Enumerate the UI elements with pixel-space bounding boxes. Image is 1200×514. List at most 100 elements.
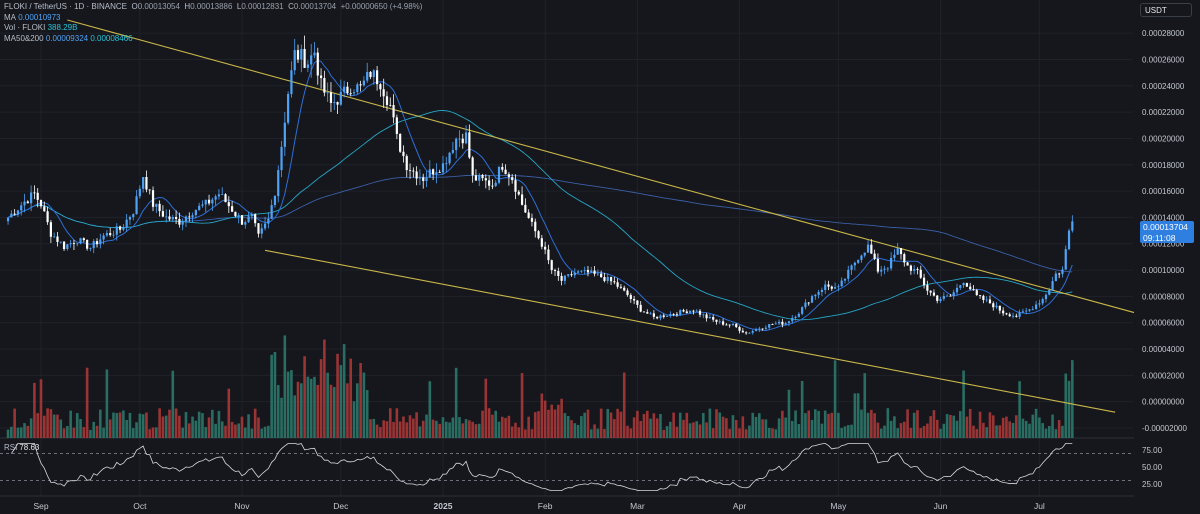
candle-body — [741, 330, 744, 333]
change-value: +0.00000650 (+4.98%) — [340, 2, 423, 11]
price-axis[interactable]: 0.00028000 0.00026000 0.00024000 0.00022000… — [1134, 0, 1200, 514]
volume-bar — [33, 382, 36, 438]
candle-body — [708, 317, 711, 319]
time-axis[interactable]: Sep Oct Nov Dec 2025 Feb Mar Apr May Jun Jul — [33, 501, 1044, 511]
candle-body — [191, 215, 194, 218]
candle — [204, 199, 207, 213]
volume-bar — [507, 415, 511, 438]
candle — [827, 280, 830, 291]
volume-bar — [995, 425, 998, 438]
volume-bar — [52, 414, 56, 438]
candle-body — [1002, 310, 1005, 314]
candle — [36, 188, 39, 208]
candle-body — [626, 290, 629, 296]
candle — [66, 243, 69, 251]
candle-body — [49, 222, 52, 237]
volume-bar — [550, 404, 554, 438]
volume-bar — [952, 415, 956, 438]
candle — [1061, 266, 1064, 278]
candle — [537, 230, 540, 240]
candle — [847, 265, 850, 282]
candle — [303, 35, 306, 68]
volume-bar — [207, 417, 211, 438]
candle — [26, 200, 29, 204]
volume-bar — [909, 427, 913, 438]
candle-body — [946, 295, 949, 297]
ma-row[interactable]: MA 0.00010973 — [4, 12, 61, 22]
candle-body — [712, 317, 715, 320]
candle — [254, 213, 257, 227]
volume-bar — [814, 409, 817, 438]
volume-bar — [613, 419, 616, 438]
candle — [109, 227, 112, 237]
trendline-lower[interactable] — [264, 249, 1116, 413]
candle-body — [59, 241, 62, 243]
volume-bar — [817, 410, 820, 438]
candle — [784, 321, 787, 325]
candle — [260, 223, 263, 239]
volume-bar — [95, 425, 99, 438]
volume-bar — [494, 410, 498, 438]
volume-bar — [263, 426, 267, 438]
candle-body — [965, 283, 968, 287]
candle — [507, 172, 510, 186]
candle — [504, 164, 507, 175]
symbol-title[interactable]: FLOKI / TetherUS · 1D · BINANCE — [4, 2, 127, 11]
volume-bar — [168, 409, 171, 438]
candle-body — [448, 152, 451, 164]
volume-bar — [13, 408, 16, 438]
candle — [1015, 313, 1018, 318]
candle-body — [1058, 273, 1061, 275]
candle-body — [609, 277, 613, 282]
candle-body — [570, 274, 573, 276]
candle-body — [296, 50, 300, 60]
volume-bar — [118, 412, 122, 438]
volume-bar — [955, 420, 959, 438]
volume-bar — [69, 410, 72, 438]
volume-bar — [16, 427, 20, 438]
volume-bar — [342, 344, 346, 438]
candle — [896, 242, 899, 255]
volume-bar — [155, 427, 158, 438]
candle-body — [16, 210, 20, 215]
candle-body — [1044, 294, 1048, 300]
candle — [557, 267, 560, 281]
vol-row[interactable]: Vol · FLOKI 388.29B — [4, 23, 78, 32]
volume-bar — [626, 425, 629, 438]
candle-body — [132, 214, 135, 218]
volume-bar — [616, 408, 619, 438]
volume-bar — [1067, 380, 1071, 438]
candle-body — [300, 48, 303, 60]
candle-body — [204, 199, 207, 205]
volume-bar — [1024, 420, 1028, 438]
volume-bar — [468, 420, 471, 438]
candle-body — [896, 248, 899, 255]
trendlines[interactable] — [67, 19, 1172, 413]
candle — [231, 201, 234, 212]
volume-bar — [290, 370, 293, 438]
candle — [53, 232, 56, 238]
ma50-200-row[interactable]: MA50&200 0.00009324 0.00008466 — [4, 33, 133, 43]
volume-bar — [764, 419, 768, 438]
volume-bar — [850, 424, 853, 438]
candle — [323, 70, 326, 97]
volume-bar — [174, 408, 178, 438]
candle-body — [774, 323, 777, 325]
candle — [629, 293, 632, 303]
candle-body — [201, 204, 204, 206]
candle — [514, 174, 517, 200]
volume-bar — [227, 388, 231, 438]
candle-body — [975, 290, 978, 296]
candle — [369, 70, 372, 80]
candle-body — [1025, 310, 1028, 312]
currency-unit-button[interactable]: USDT — [1140, 3, 1192, 17]
rsi-legend[interactable]: RSI 78.63 — [4, 443, 40, 452]
candle-body — [890, 257, 893, 269]
candle-body — [751, 330, 754, 333]
candle-body — [405, 156, 408, 171]
candle — [988, 295, 992, 304]
candle — [10, 210, 13, 218]
trendline-upper[interactable] — [67, 19, 1172, 324]
volume-bar — [866, 412, 870, 438]
